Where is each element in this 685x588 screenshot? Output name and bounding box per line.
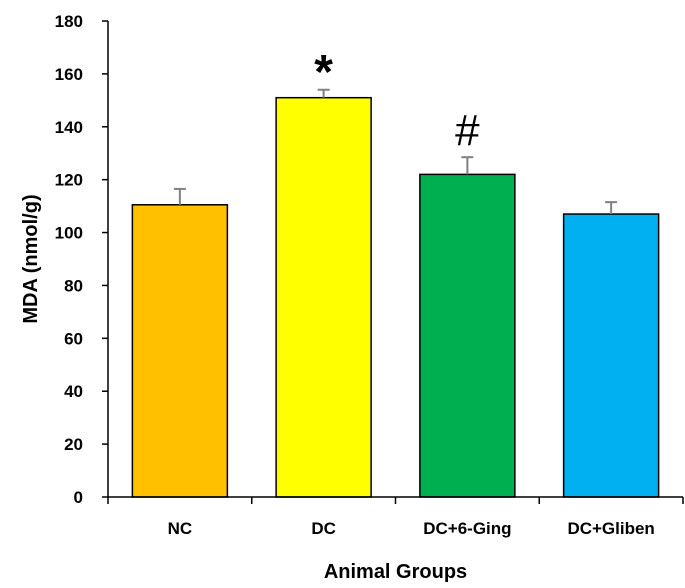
y-tick-label: 40 — [64, 382, 83, 401]
y-tick-label: 120 — [55, 171, 83, 190]
y-tick-label: 20 — [64, 435, 83, 454]
y-tick-label: 0 — [74, 488, 83, 507]
x-axis-title: Animal Groups — [324, 561, 467, 583]
y-axis-title: MDA (nmol/g) — [20, 194, 42, 323]
x-tick-label: DC+6-Ging — [423, 519, 511, 538]
x-tick-label: DC — [311, 519, 336, 538]
x-tick-label: NC — [168, 519, 193, 538]
x-tick-label: DC+Gliben — [567, 519, 654, 538]
bars — [131, 96, 660, 498]
y-tick-label: 60 — [64, 329, 83, 348]
significance-marker: * — [314, 46, 333, 99]
bar-dc-6-ging — [419, 173, 516, 498]
y-axis-ticks: 0 20 40 60 80 100 120 140 160 180 — [55, 12, 108, 507]
y-tick-label: 80 — [64, 276, 83, 295]
significance-annotations: *# — [314, 46, 480, 155]
bar-dc — [275, 96, 372, 498]
y-tick-label: 160 — [55, 65, 83, 84]
y-tick-label: 180 — [55, 12, 83, 31]
y-tick-label: 140 — [55, 118, 83, 137]
y-tick-label: 100 — [55, 224, 83, 243]
significance-marker: # — [455, 106, 480, 155]
x-axis-ticks: NC DC DC+6-Ging DC+Gliben — [107, 497, 684, 538]
error-bars — [173, 88, 618, 215]
bar-dc-gliben — [562, 213, 660, 498]
bar-nc — [131, 204, 229, 498]
